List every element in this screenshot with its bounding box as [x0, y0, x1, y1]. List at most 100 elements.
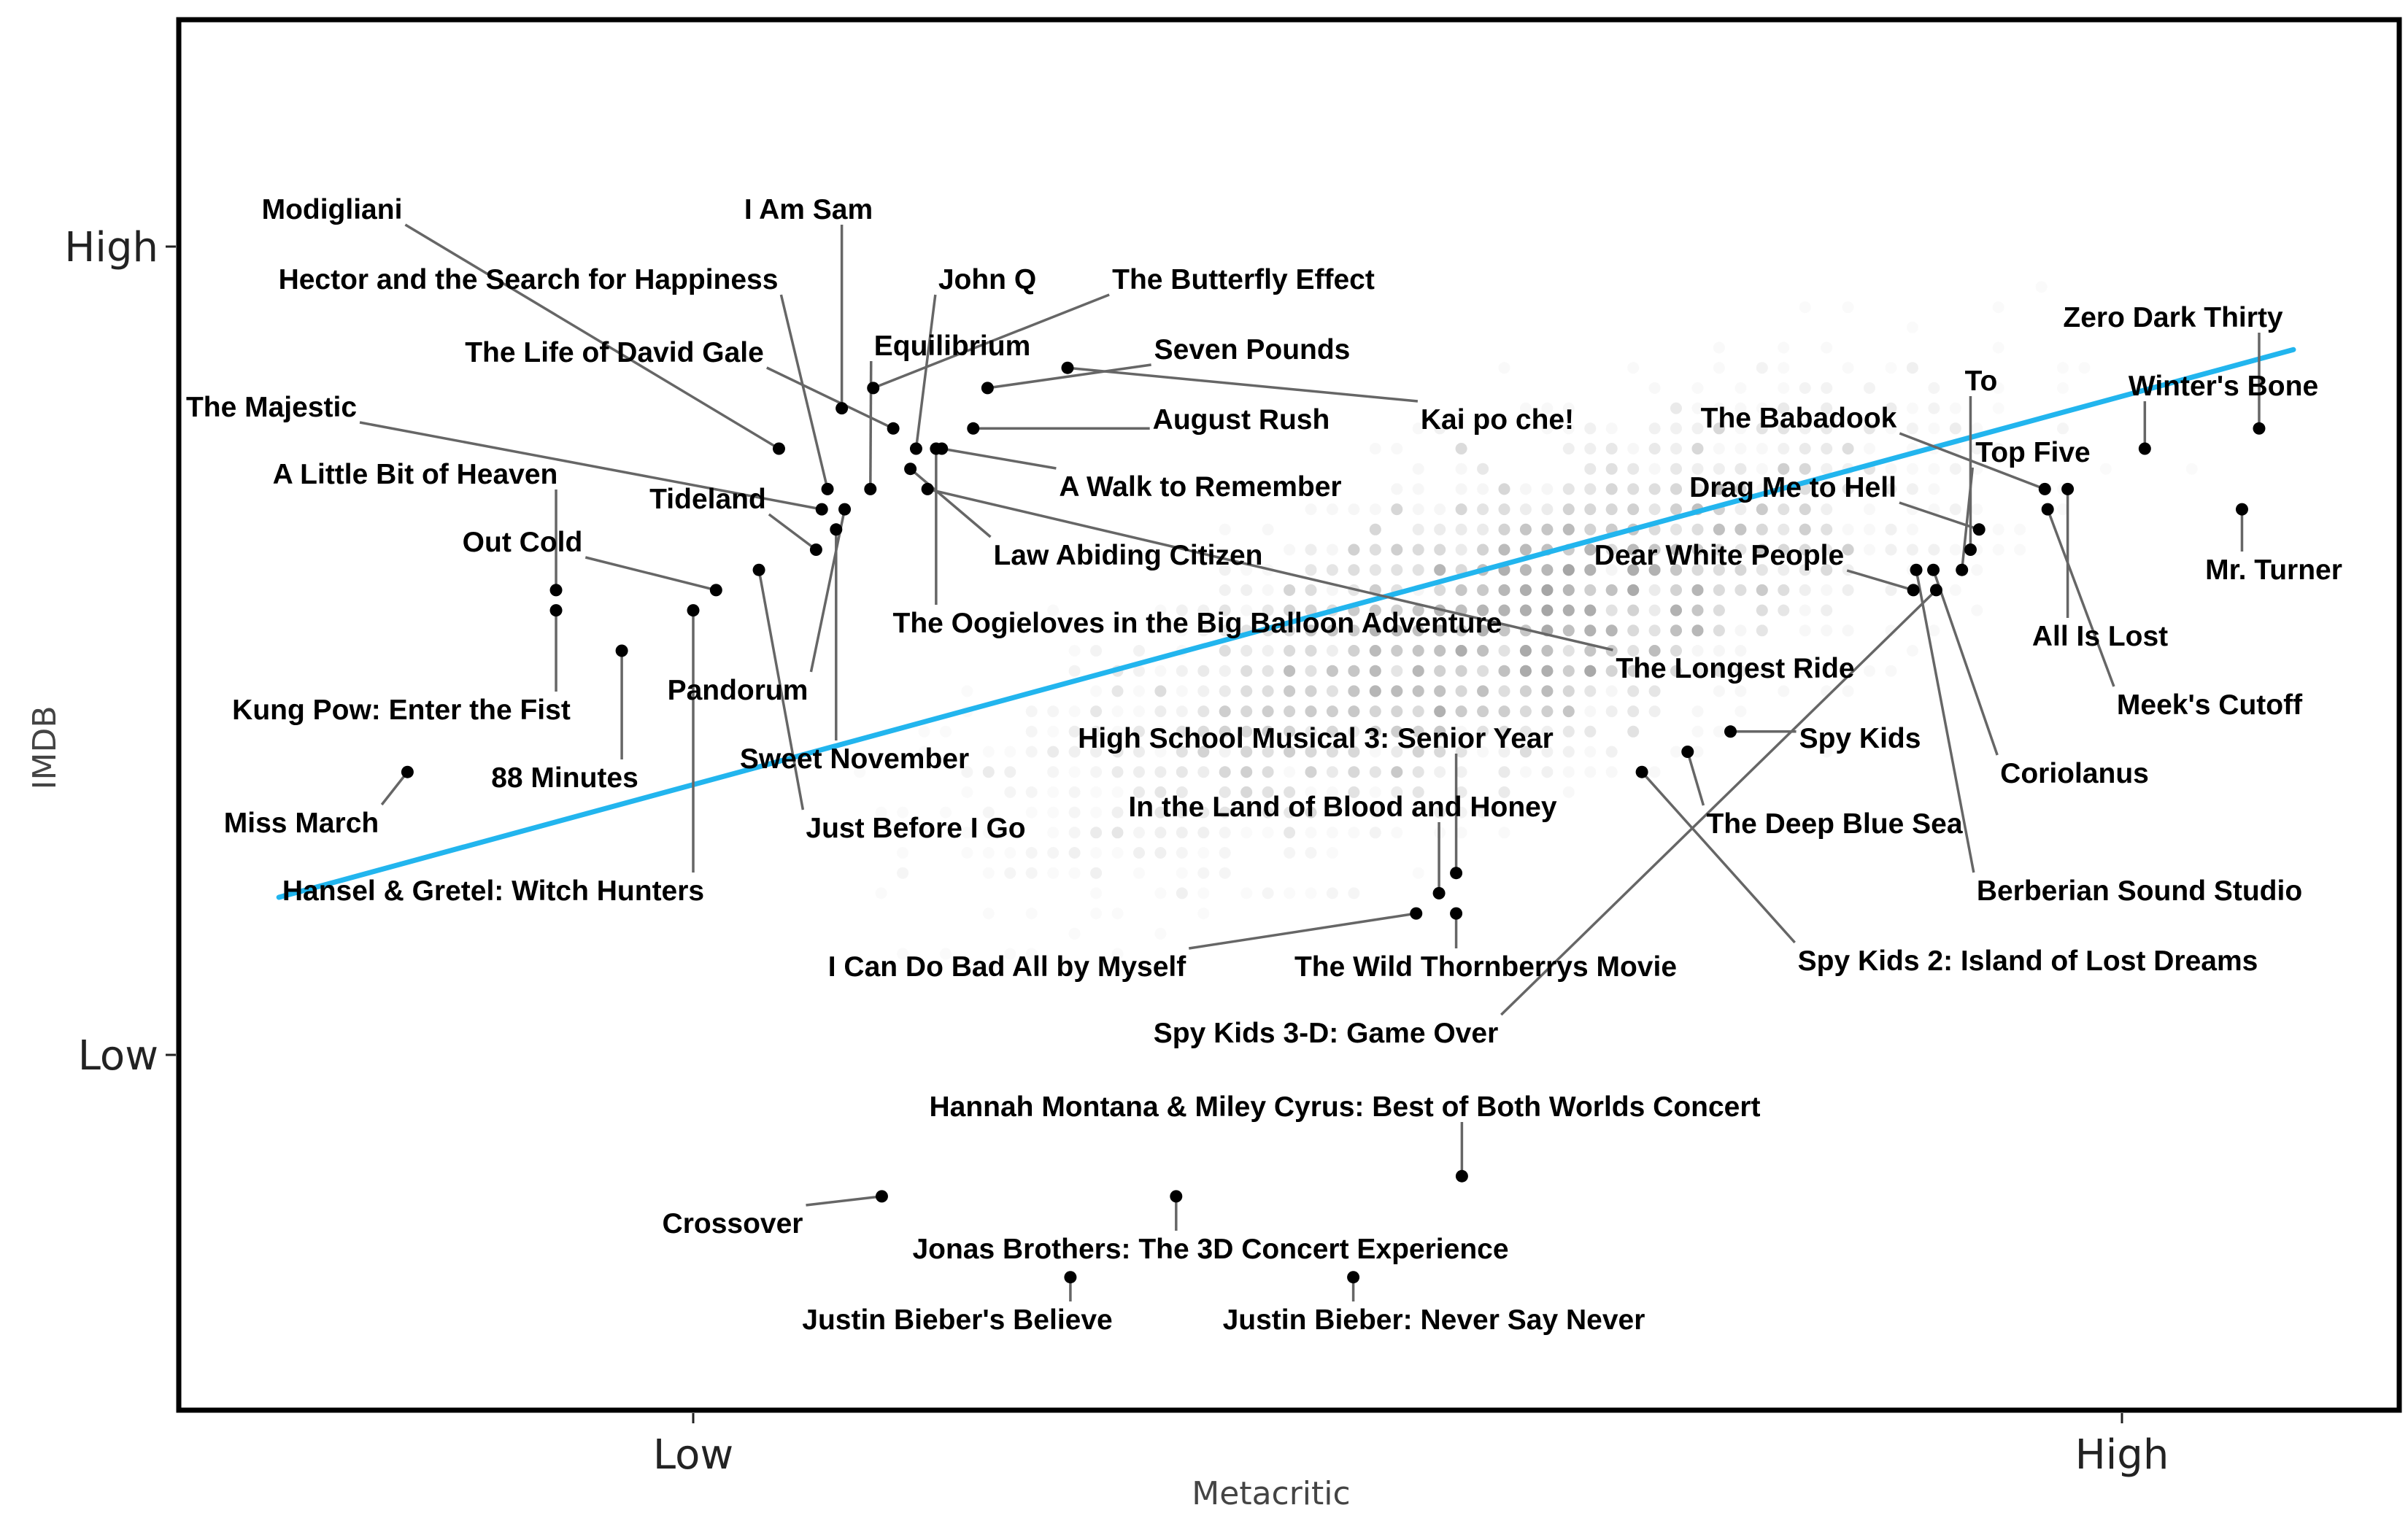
background-point [1734, 483, 1747, 495]
background-point [1562, 604, 1575, 616]
background-point [1305, 806, 1317, 819]
background-point [1562, 523, 1575, 535]
background-point [1821, 685, 1833, 697]
background-point [1821, 443, 1833, 454]
background-point [1284, 665, 1296, 677]
background-point [1391, 503, 1403, 516]
background-point [1477, 463, 1489, 475]
background-point [1541, 665, 1554, 677]
highlight-point [809, 543, 822, 556]
background-point [1734, 584, 1747, 596]
background-point [1326, 746, 1338, 758]
background-point [1519, 645, 1532, 657]
background-point [1562, 523, 1575, 535]
background-point [1885, 584, 1897, 596]
background-point [1391, 624, 1403, 637]
background-point [1284, 786, 1296, 798]
background-point [1756, 584, 1768, 596]
background-point [1562, 665, 1575, 677]
background-point [1584, 665, 1597, 677]
background-point [1584, 665, 1597, 677]
background-point [1627, 725, 1640, 738]
background-point [1240, 564, 1253, 576]
background-point [1670, 746, 1682, 758]
background-point [1821, 564, 1833, 576]
background-point [1004, 766, 1016, 778]
background-point [1348, 705, 1360, 718]
background-point [1176, 806, 1188, 819]
background-point [1799, 483, 1811, 495]
background-point [1154, 685, 1167, 697]
background-point [1670, 503, 1682, 516]
background-point [1369, 786, 1381, 798]
background-point [1821, 564, 1833, 576]
background-point [1219, 564, 1231, 576]
background-point [1284, 746, 1296, 758]
background-point [1670, 645, 1682, 657]
background-point [1562, 584, 1575, 596]
background-point [1305, 564, 1317, 576]
highlight-point [875, 1190, 888, 1203]
background-point [1434, 624, 1446, 637]
background-point [1391, 645, 1403, 657]
background-point [1627, 705, 1640, 718]
background-point [1756, 503, 1768, 516]
background-point [1778, 584, 1790, 596]
background-point [1391, 705, 1403, 718]
background-point [1605, 463, 1618, 475]
x-tick-label: High [2075, 1431, 2169, 1479]
background-point [1949, 463, 1961, 475]
leader-line [768, 513, 817, 551]
background-point [1605, 443, 1618, 454]
background-point [1240, 766, 1253, 778]
background-point [1326, 786, 1338, 798]
background-point [1519, 604, 1532, 616]
background-point [1412, 665, 1424, 677]
background-point [1219, 766, 1231, 778]
background-point [1412, 766, 1424, 778]
background-point [1305, 685, 1317, 697]
background-point [1219, 685, 1231, 697]
background-point [1326, 725, 1338, 738]
background-point [1326, 665, 1338, 677]
background-point [1240, 685, 1253, 697]
background-point [1348, 685, 1360, 697]
background-point [1541, 402, 1554, 414]
background-point [1605, 746, 1618, 758]
background-point [1412, 665, 1424, 677]
background-point [1498, 665, 1510, 677]
background-point [1111, 685, 1124, 697]
background-point [1670, 463, 1682, 475]
background-point [1455, 443, 1467, 454]
background-point [1369, 645, 1381, 657]
background-point [1992, 382, 2004, 394]
highlight-point [687, 604, 700, 617]
background-point [1348, 624, 1360, 637]
background-point [1756, 523, 1768, 535]
background-point [1562, 665, 1575, 677]
background-point [1455, 645, 1467, 657]
background-point [1111, 908, 1124, 920]
background-point [1348, 746, 1360, 758]
background-point [1627, 665, 1640, 677]
background-point [1262, 746, 1274, 758]
background-point [1176, 766, 1188, 778]
background-point [1756, 503, 1768, 516]
background-point [982, 847, 995, 859]
background-point [1305, 746, 1317, 758]
background-point [1498, 766, 1510, 778]
background-point [1498, 604, 1510, 616]
background-point [1455, 665, 1467, 677]
background-point [1648, 705, 1661, 718]
background-point [1584, 645, 1597, 657]
background-point [1498, 705, 1510, 718]
background-point [1305, 645, 1317, 657]
background-point [1734, 483, 1747, 495]
background-point [1498, 584, 1510, 596]
background-point [1541, 645, 1554, 657]
background-point [961, 847, 973, 859]
label-leader-lines [359, 223, 2261, 1301]
background-point [1584, 725, 1597, 738]
background-point [1197, 604, 1210, 616]
